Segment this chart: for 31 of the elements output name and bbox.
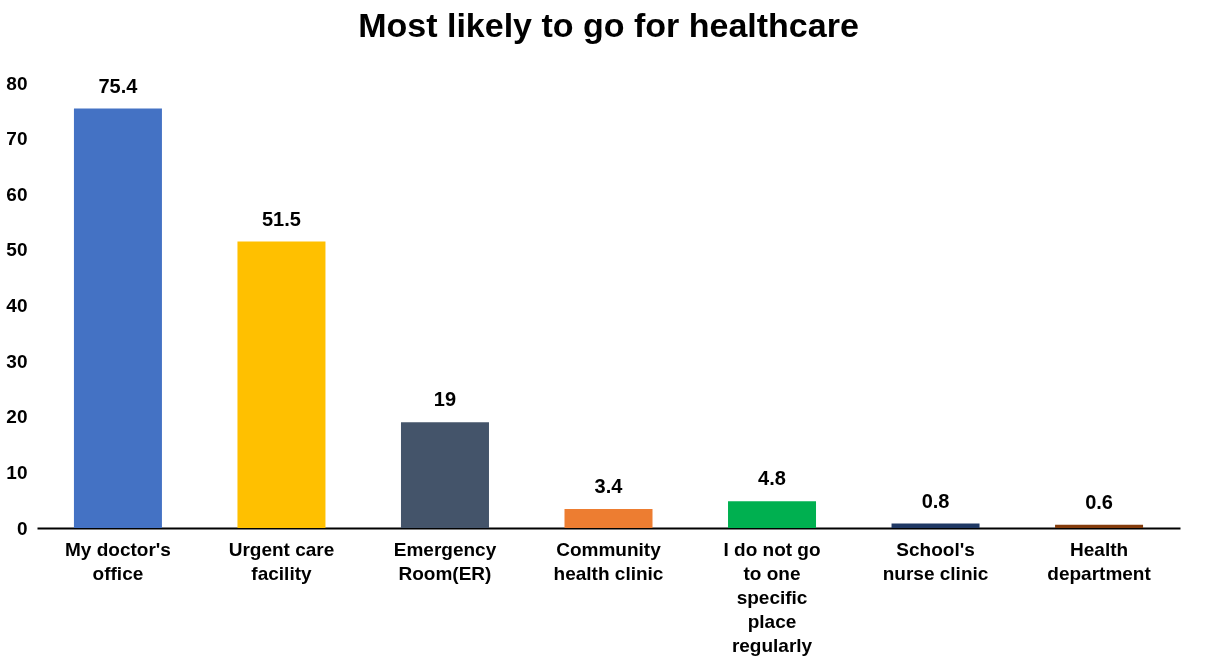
bar (73, 108, 162, 528)
data-label: 4.8 (758, 467, 786, 490)
y-tick-label: 0 (16, 517, 28, 539)
y-tick-label: 80 (6, 72, 28, 94)
x-tick-label: School's nurse clinic (882, 538, 989, 584)
data-label: 19 (433, 388, 457, 411)
x-tick-label: My doctor's office (65, 538, 171, 584)
data-label: 0.6 (1085, 490, 1113, 513)
data-label: 51.5 (261, 207, 301, 230)
bar (564, 509, 653, 528)
y-tick-label: 60 (6, 183, 28, 205)
bar (728, 501, 817, 528)
y-tick-label: 50 (6, 239, 28, 261)
x-tick-label: I do not go to one specific place regularly (723, 538, 821, 656)
chart-title: Most likely to go for healthcare (358, 6, 859, 44)
y-tick-label: 20 (6, 406, 28, 428)
y-tick-label: 10 (6, 461, 28, 483)
x-tick-label: Community health clinic (553, 538, 664, 584)
data-label: 0.8 (921, 489, 950, 512)
data-label: 3.4 (594, 475, 624, 498)
y-tick-label: 30 (6, 350, 28, 372)
bar (1055, 524, 1144, 528)
bar (400, 422, 489, 528)
x-tick-label: Emergency Room(ER) (393, 538, 497, 584)
bar (891, 523, 980, 528)
x-tick-label: Urgent care facility (228, 538, 335, 584)
data-label: 75.4 (98, 74, 139, 97)
bar (237, 241, 326, 528)
y-tick-label: 40 (6, 295, 28, 316)
y-tick-label: 70 (6, 128, 28, 150)
x-tick-label: Health department (1047, 538, 1152, 584)
